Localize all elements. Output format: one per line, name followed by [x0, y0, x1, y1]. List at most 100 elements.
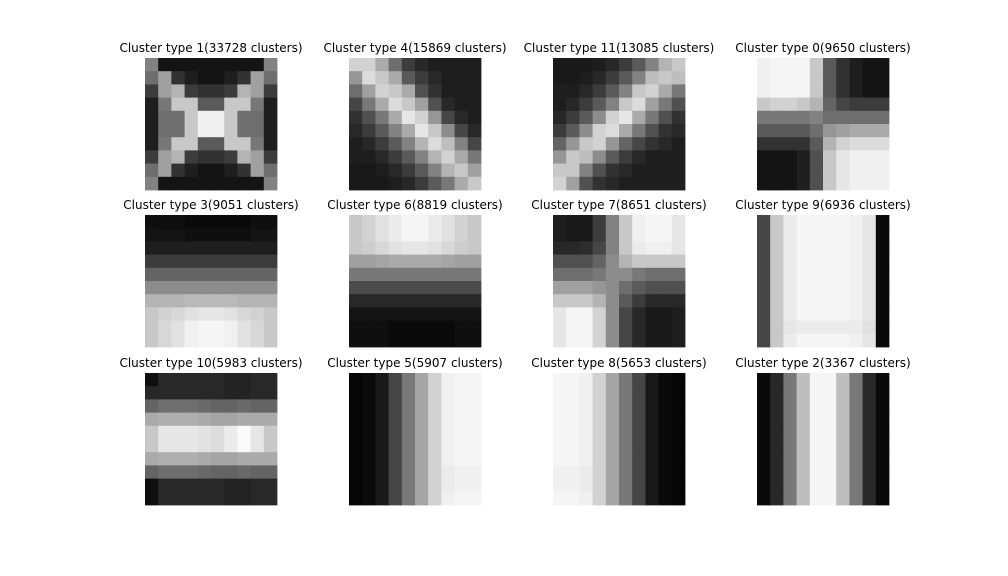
- heatmap-cell: [619, 281, 633, 295]
- heatmap-cell: [671, 97, 686, 112]
- heatmap-cell: [632, 254, 646, 269]
- heatmap-cell: [579, 281, 593, 295]
- heatmap-cell: [224, 373, 238, 387]
- heatmap-cell: [211, 294, 225, 308]
- heatmap-cell: [579, 478, 593, 493]
- heatmap-cell: [658, 254, 673, 269]
- heatmap-cell: [658, 491, 673, 506]
- heatmap-cell: [349, 267, 363, 282]
- heatmap-cell: [145, 124, 159, 138]
- heatmap-cell: [605, 373, 620, 387]
- heatmap-cell: [441, 215, 455, 229]
- heatmap-cell: [415, 281, 429, 295]
- heatmap-cell: [211, 412, 225, 427]
- heatmap-cell: [783, 399, 797, 413]
- heatmap-cell: [757, 281, 771, 295]
- heatmap-cell: [632, 452, 646, 466]
- panel-title: Cluster type 9(6936 clusters): [735, 198, 910, 212]
- heatmap-cell: [263, 478, 278, 493]
- heatmap-cell: [605, 425, 620, 440]
- heatmap-cell: [823, 124, 837, 138]
- heatmap-cell: [592, 399, 607, 413]
- heatmap-cell: [171, 241, 185, 255]
- heatmap-cell: [671, 281, 686, 295]
- heatmap-cell: [263, 399, 278, 413]
- heatmap-cell: [171, 439, 185, 453]
- heatmap-cell: [619, 465, 633, 479]
- heatmap-cell: [184, 491, 199, 506]
- heatmap-cell: [184, 71, 199, 85]
- heatmap-cell: [415, 465, 429, 479]
- heatmap-cell: [263, 84, 278, 98]
- heatmap-cell: [553, 110, 567, 125]
- heatmap-cell: [645, 176, 659, 191]
- heatmap-cell: [783, 124, 797, 138]
- heatmap-cell: [349, 241, 363, 255]
- heatmap-cell: [362, 439, 376, 453]
- heatmap-cell: [237, 163, 251, 178]
- heatmap-cell: [375, 452, 389, 466]
- heatmap-cell: [783, 307, 797, 321]
- heatmap-cell: [184, 452, 199, 466]
- heatmap-cell: [362, 281, 376, 295]
- heatmap-cell: [645, 373, 659, 387]
- heatmap-cell: [849, 267, 863, 282]
- heatmap-cell: [441, 478, 455, 493]
- heatmap-cell: [401, 215, 416, 229]
- heatmap-cell: [783, 412, 797, 427]
- heatmap-cell: [645, 254, 659, 269]
- heatmap-cell: [605, 58, 620, 72]
- heatmap-cell: [770, 163, 784, 178]
- heatmap-cell: [375, 254, 389, 269]
- heatmap-cell: [171, 478, 185, 493]
- heatmap-cell: [645, 478, 659, 493]
- heatmap-cell: [454, 373, 469, 387]
- heatmap-cell: [375, 124, 389, 138]
- heatmap-cell: [145, 478, 159, 493]
- heatmap-cell: [158, 110, 172, 125]
- heatmap-cell: [783, 281, 797, 295]
- heatmap-cell: [770, 307, 784, 321]
- heatmap-cell: [658, 228, 673, 242]
- heatmap-cell: [388, 439, 403, 453]
- heatmap-cell: [349, 110, 363, 125]
- heatmap-cell: [250, 84, 265, 98]
- heatmap-cell: [145, 267, 159, 282]
- heatmap-cell: [579, 386, 593, 400]
- heatmap-cell: [605, 439, 620, 453]
- heatmap-cell: [553, 281, 567, 295]
- heatmap-cell: [619, 124, 633, 138]
- heatmap-cell: [671, 58, 686, 72]
- heatmap-cell: [375, 215, 389, 229]
- heatmap-cell: [441, 373, 455, 387]
- heatmap-cell: [579, 215, 593, 229]
- heatmap-cell: [632, 176, 646, 191]
- heatmap-cell: [375, 320, 389, 335]
- heatmap-cell: [375, 281, 389, 295]
- heatmap-cell: [592, 124, 607, 138]
- heatmap-cell: [645, 399, 659, 413]
- heatmap-cell: [757, 97, 771, 112]
- heatmap-cell: [401, 386, 416, 400]
- heatmap-cell: [145, 465, 159, 479]
- heatmap-cell: [619, 163, 633, 178]
- heatmap-cell: [632, 491, 646, 506]
- heatmap-cell: [849, 241, 863, 255]
- heatmap-cell: [645, 452, 659, 466]
- heatmap-cell: [454, 491, 469, 506]
- heatmap-cell: [197, 150, 212, 164]
- heatmap-cell: [467, 71, 482, 85]
- heatmap-cell: [250, 110, 265, 125]
- heatmap-cell: [145, 373, 159, 387]
- heatmap-cell: [757, 267, 771, 282]
- heatmap-cell: [362, 254, 376, 269]
- heatmap-cell: [849, 281, 863, 295]
- heatmap-cell: [875, 478, 890, 493]
- heatmap-cell: [211, 439, 225, 453]
- heatmap-cell: [401, 452, 416, 466]
- heatmap-cell: [158, 439, 172, 453]
- heatmap-cell: [658, 478, 673, 493]
- heatmap-cell: [349, 215, 363, 229]
- heatmap-cell: [197, 254, 212, 269]
- heatmap-cell: [823, 478, 837, 493]
